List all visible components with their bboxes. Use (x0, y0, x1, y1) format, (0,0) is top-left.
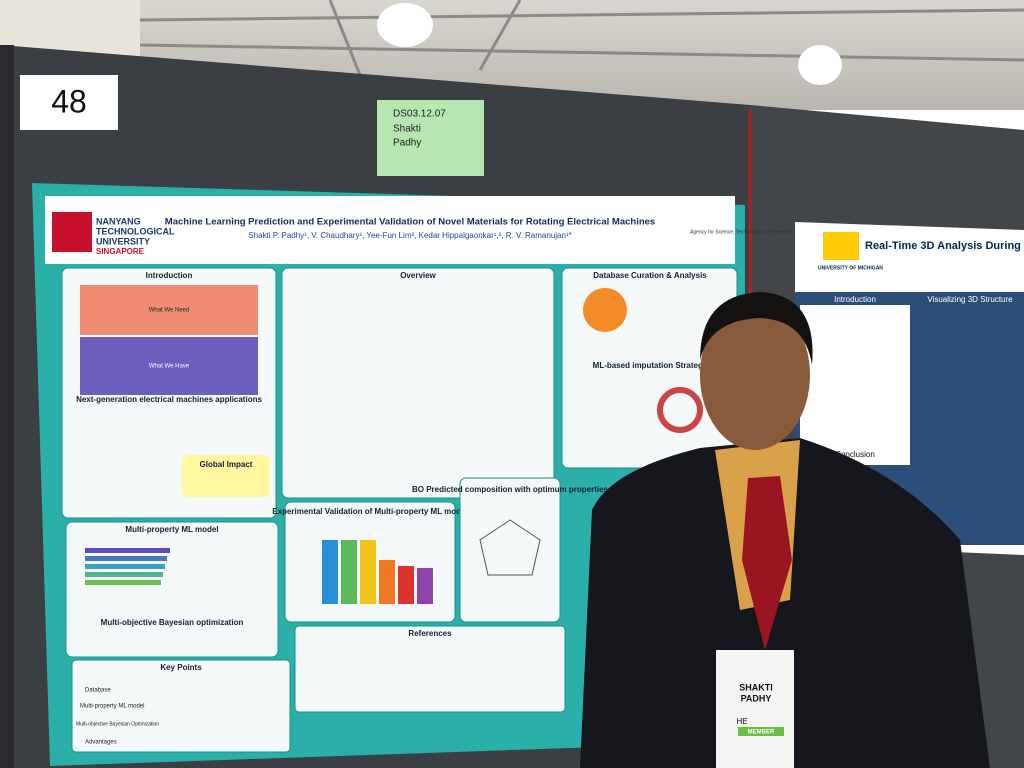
section-box (459, 477, 561, 623)
badge-role: MEMBER (748, 730, 775, 736)
key-point-row: Multi-objective Bayesian Optimization (76, 721, 159, 727)
intro-panel (80, 337, 258, 395)
section-heading: References (408, 629, 452, 638)
section-heading: Overview (400, 271, 436, 280)
tie (742, 476, 792, 650)
section-heading: BO Predicted composition with optimum pr… (412, 485, 609, 494)
section-box (294, 625, 566, 713)
poster-authors: Shakti P. Padhy¹, V. Chaudhary¹, Yee-Fun… (248, 231, 571, 240)
bar-figure (85, 548, 170, 585)
section-box (65, 521, 279, 658)
impact-box (182, 455, 270, 497)
tag-name: Shakti (393, 124, 421, 135)
pie-figure (583, 288, 627, 332)
tag-code: DS03.12.07 (393, 109, 446, 120)
section-heading: Multi-property ML model (125, 525, 218, 534)
section-heading: Key Points (160, 663, 202, 672)
badge-name: PADHY (741, 693, 772, 703)
badge-name: SHAKTI (739, 682, 773, 692)
radar-figure (479, 519, 541, 576)
section-box (281, 267, 555, 499)
intro-row: What We Have (149, 364, 190, 370)
badge-band (738, 727, 784, 736)
section-box (800, 305, 910, 465)
poster-title: Machine Learning Prediction and Experime… (165, 217, 655, 228)
section-heading: Experimental Validation of Multi-propert… (272, 507, 467, 516)
suit (580, 438, 990, 768)
section-heading: Global Impact (200, 460, 253, 469)
key-point-row: Multi-property ML model (80, 704, 144, 710)
logo-text: UNIVERSITY (96, 236, 150, 246)
right-poster-title: Real-Time 3D Analysis During Tomograp (865, 240, 1024, 252)
hair (700, 292, 813, 365)
ntu-crest (52, 212, 92, 252)
section-heading: Database Curation & Analysis (593, 271, 707, 280)
bar-figure (322, 540, 433, 604)
michigan-logo (823, 232, 859, 260)
section-heading: Introduction (834, 295, 876, 304)
number-card (20, 75, 118, 130)
poster-header (45, 196, 735, 264)
section-heading: Introduction (146, 271, 193, 280)
logo-text: UNIVERSITY OF MICHIGAN (818, 265, 883, 271)
key-point-row: Database (85, 688, 111, 694)
face (700, 300, 810, 450)
ceiling-light (798, 45, 842, 85)
ceiling-light (377, 3, 433, 47)
intro-panel (80, 285, 258, 335)
logo-text: TECHNOLOGICAL (96, 226, 175, 236)
board-number: 48 (51, 83, 87, 119)
intro-row: What We Need (149, 308, 190, 314)
ring-figure (657, 387, 703, 433)
section-heading: Multi-objective Bayesian optimization (101, 618, 244, 627)
agency: Agency for Science, Technology and Resea… (690, 229, 794, 235)
board-frame (0, 45, 14, 768)
section-heading: Next-generation electrical machines appl… (76, 395, 262, 404)
section-heading: ML-based imputation Strategy (593, 361, 708, 370)
section-box (71, 659, 291, 753)
tag-name: Padhy (393, 138, 421, 149)
name-tag (377, 100, 484, 176)
logo-text: SINGAPORE (96, 247, 145, 256)
badge-initials: HE (736, 717, 747, 726)
ceiling-beams (139, 0, 1024, 76)
key-point-row: Advantages (85, 740, 117, 746)
section-heading: Visualizing 3D Structure (927, 295, 1013, 304)
logo-text: NANYANG (96, 216, 141, 226)
section-heading: Conclusion (835, 450, 875, 459)
badge (716, 650, 794, 768)
